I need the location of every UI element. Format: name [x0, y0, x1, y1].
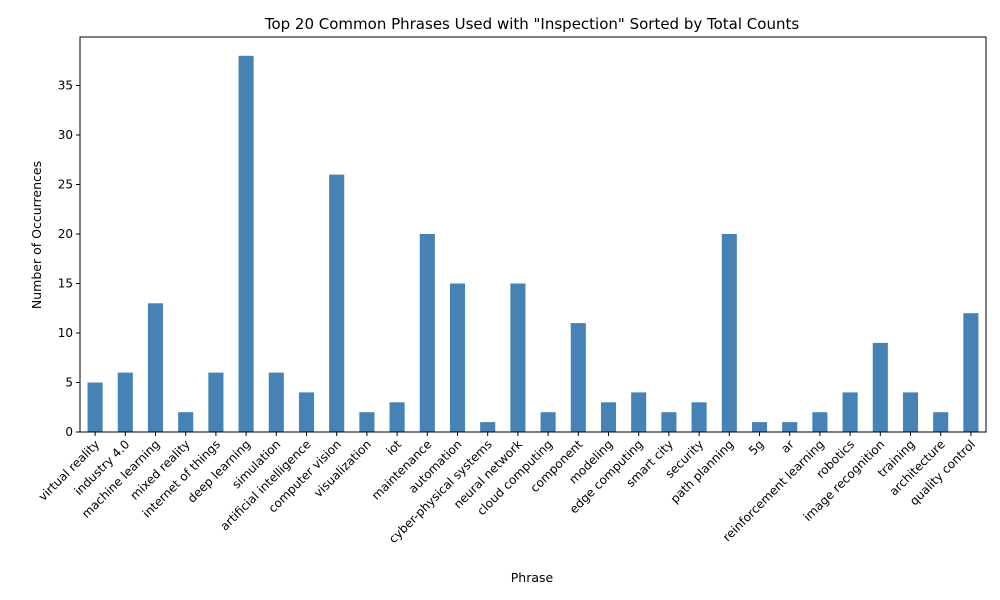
bar [510, 283, 526, 432]
bar [631, 392, 647, 432]
y-tick-label: 25 [58, 178, 73, 192]
bar [963, 313, 979, 432]
bar [480, 422, 496, 432]
y-tick-label: 5 [65, 376, 73, 390]
y-axis-label: Number of Occurrences [29, 161, 44, 309]
bar [751, 422, 768, 432]
bar [842, 392, 858, 432]
y-tick-label: 30 [58, 128, 73, 142]
x-tick-label: iot [383, 437, 404, 458]
y-tick-label: 0 [65, 425, 73, 439]
bar [87, 382, 103, 432]
bar [147, 303, 164, 432]
bar [298, 392, 315, 432]
bar [570, 323, 586, 432]
bar [329, 174, 345, 433]
x-tick-label: reinforcement learning [720, 437, 827, 544]
bar [238, 55, 254, 433]
bar [268, 372, 284, 432]
bar [902, 392, 919, 432]
chart-title: Top 20 Common Phrases Used with "Inspect… [264, 15, 800, 33]
y-tick-label: 10 [58, 326, 73, 340]
x-tick-label: ar [778, 437, 797, 456]
bar [389, 402, 405, 432]
bar [117, 372, 133, 432]
bar [540, 412, 556, 432]
bar [449, 283, 466, 432]
bar [691, 402, 707, 432]
x-tick-label: 5g [746, 437, 767, 458]
bar [178, 412, 194, 432]
bar [812, 412, 828, 432]
bar [782, 422, 798, 432]
bar [419, 234, 435, 432]
bar [872, 342, 888, 432]
bar [933, 412, 949, 432]
bar [359, 412, 375, 432]
x-axis-label: Phrase [511, 570, 554, 585]
y-tick-label: 20 [58, 227, 73, 241]
bar [600, 402, 617, 432]
bar [208, 372, 224, 432]
bar [661, 412, 677, 432]
y-tick-label: 15 [58, 277, 73, 291]
bar [721, 234, 737, 432]
y-tick-label: 35 [58, 79, 73, 93]
